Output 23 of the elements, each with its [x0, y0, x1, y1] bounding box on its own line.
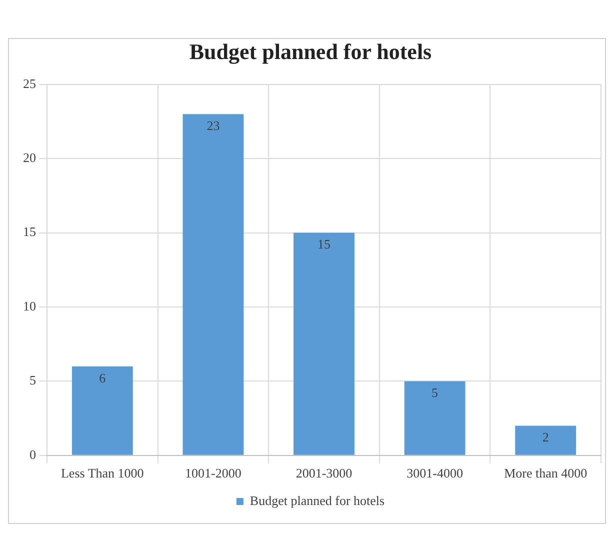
- x-tick-label: Less Than 1000: [60, 466, 144, 481]
- x-tick-label: 1001-2000: [185, 466, 242, 481]
- y-tick-label: 20: [23, 150, 36, 166]
- bar: [294, 232, 354, 455]
- data-label: 5: [432, 385, 438, 400]
- y-tick-label: 10: [23, 298, 36, 314]
- bar: [404, 381, 466, 455]
- x-tick-label: More than 4000: [504, 466, 588, 481]
- x-tick-label: 2001-3000: [296, 466, 352, 481]
- data-label: 15: [318, 236, 330, 252]
- y-tick-label: 0: [30, 446, 36, 462]
- bar: [515, 426, 576, 455]
- x-tick-label: 3001-4000: [406, 466, 463, 481]
- legend-label: Budget planned for hotels: [250, 492, 385, 508]
- chart-title: Budget planned for hotels: [189, 38, 432, 64]
- data-label: 6: [99, 370, 106, 386]
- y-tick-label: 5: [30, 372, 36, 388]
- bar: [72, 366, 133, 455]
- data-label: 23: [206, 118, 220, 133]
- bar: [182, 114, 244, 455]
- y-tick-label: 15: [23, 224, 36, 240]
- y-tick-label: 25: [23, 76, 36, 91]
- data-label: 2: [542, 430, 549, 445]
